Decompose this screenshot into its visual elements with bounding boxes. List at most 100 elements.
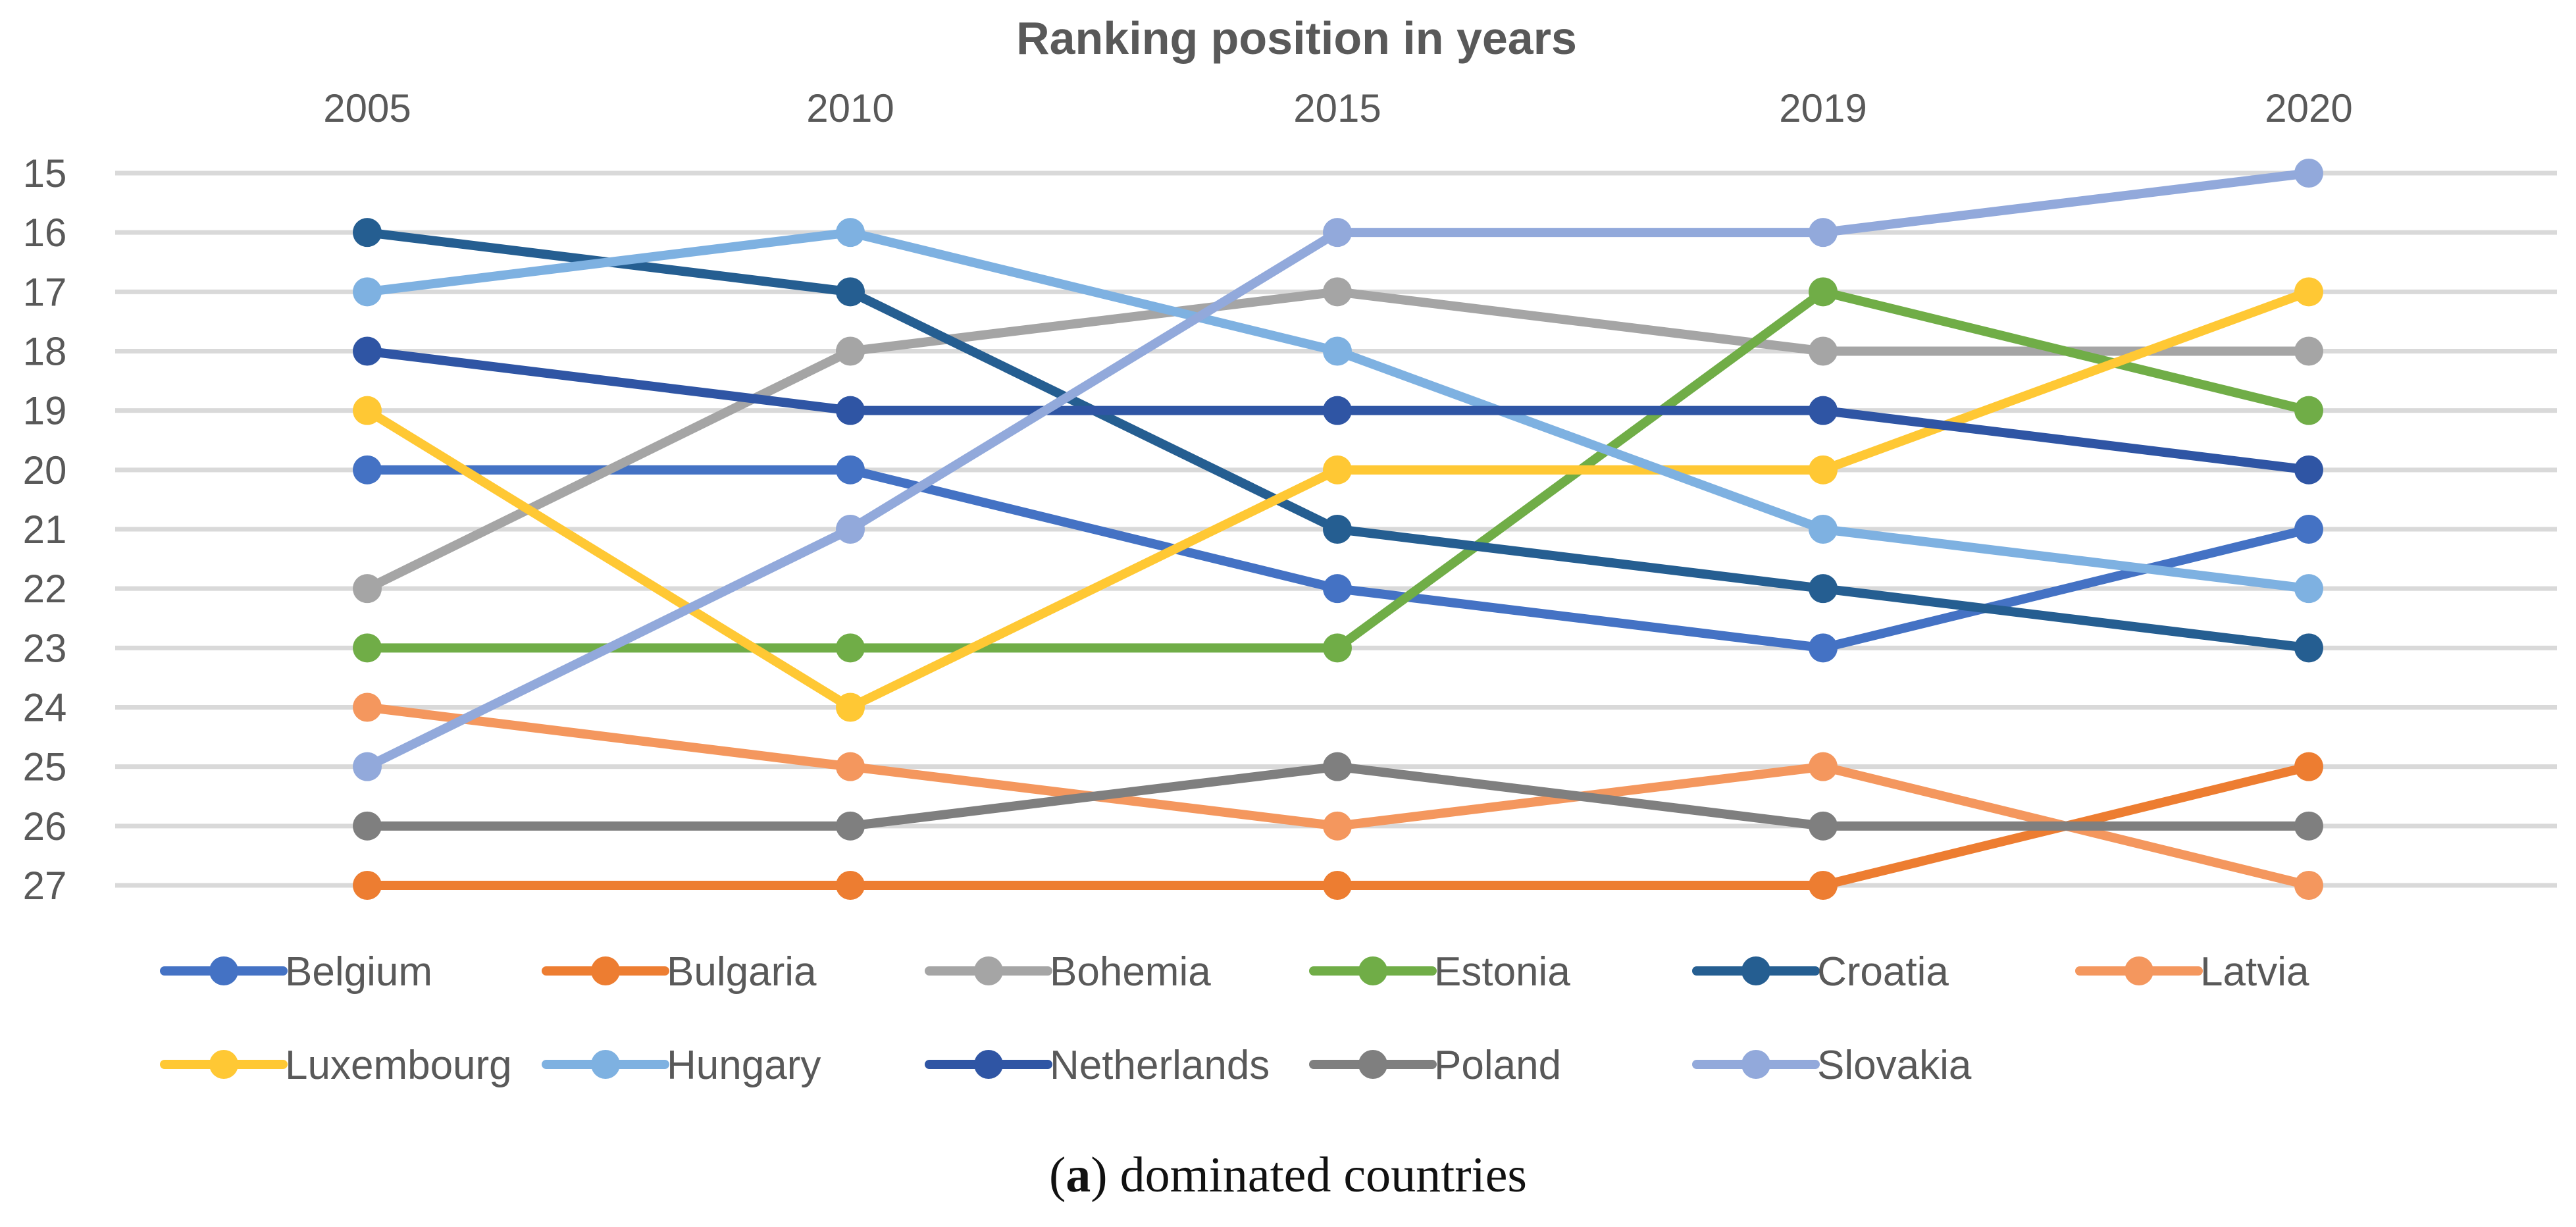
legend-item-bohemia: Bohemia	[925, 949, 1211, 995]
data-point-luxembourg-2010	[836, 692, 865, 722]
data-point-bohemia-2015	[1323, 277, 1352, 307]
data-point-bohemia-2010	[836, 336, 865, 366]
data-point-bohemia-2019	[1809, 336, 1838, 366]
y-tick-label: 15	[23, 151, 67, 196]
legend-item-netherlands: Netherlands	[925, 1043, 1270, 1088]
data-point-latvia-2005	[353, 692, 382, 722]
data-point-croatia-2015	[1323, 515, 1352, 544]
data-point-belgium-2015	[1323, 574, 1352, 604]
legend-swatch-marker	[1741, 1050, 1770, 1079]
y-tick-label: 18	[23, 330, 67, 374]
y-tick-label: 20	[23, 448, 67, 492]
data-point-netherlands-2005	[353, 336, 382, 366]
data-point-estonia-2010	[836, 633, 865, 663]
y-tick-label: 26	[23, 804, 67, 848]
data-point-croatia-2005	[353, 218, 382, 248]
data-point-hungary-2010	[836, 218, 865, 248]
data-point-estonia-2015	[1323, 633, 1352, 663]
y-tick-label: 17	[23, 270, 67, 314]
legend-item-bulgaria: Bulgaria	[542, 949, 817, 995]
caption-open-paren: (	[1049, 1147, 1066, 1203]
legend-swatch-marker	[974, 1050, 1003, 1079]
legend-swatch-marker	[974, 956, 1003, 985]
series-hungary	[353, 218, 2323, 604]
legend-label: Belgium	[285, 949, 432, 995]
legend-item-hungary: Hungary	[542, 1043, 821, 1088]
legend-item-slovakia: Slovakia	[1692, 1043, 1972, 1088]
data-point-luxembourg-2020	[2294, 277, 2323, 307]
series-latvia	[353, 692, 2323, 900]
legend-item-croatia: Croatia	[1692, 949, 1949, 995]
series-slovakia	[353, 159, 2323, 781]
series-croatia	[353, 218, 2323, 663]
series-bulgaria	[353, 752, 2323, 900]
data-point-hungary-2005	[353, 277, 382, 307]
data-point-netherlands-2015	[1323, 396, 1352, 425]
data-point-netherlands-2019	[1809, 396, 1838, 425]
legend-label: Hungary	[667, 1043, 821, 1088]
legend-item-poland: Poland	[1309, 1043, 1561, 1088]
x-tick-label: 2015	[1293, 86, 1381, 130]
figure-caption: (a) dominated countries	[1049, 1147, 1527, 1203]
series-line-latvia	[363, 702, 2313, 890]
data-point-latvia-2020	[2294, 871, 2323, 900]
data-point-poland-2019	[1809, 811, 1838, 841]
data-point-latvia-2015	[1323, 811, 1352, 841]
legend-swatch-marker	[591, 1050, 620, 1079]
legend: Belgium Bulgaria Bohemia Estonia Croatia Latv…	[160, 949, 2309, 1088]
data-point-croatia-2019	[1809, 574, 1838, 604]
data-point-bohemia-2005	[353, 574, 382, 604]
data-point-bulgaria-2005	[353, 871, 382, 900]
data-point-poland-2010	[836, 811, 865, 841]
data-point-estonia-2020	[2294, 396, 2323, 425]
y-tick-label: 21	[23, 508, 67, 552]
legend-label: Bohemia	[1050, 949, 1211, 995]
chart-title: Ranking position in years	[1016, 13, 1577, 64]
caption-label: a	[1066, 1147, 1091, 1203]
data-point-belgium-2020	[2294, 515, 2323, 544]
data-point-bulgaria-2010	[836, 871, 865, 900]
data-point-slovakia-2010	[836, 515, 865, 544]
legend-label: Slovakia	[1817, 1043, 1972, 1088]
data-point-luxembourg-2005	[353, 396, 382, 425]
legend-label: Bulgaria	[667, 949, 817, 995]
data-point-estonia-2005	[353, 633, 382, 663]
legend-label: Poland	[1434, 1043, 1561, 1088]
y-tick-label: 25	[23, 745, 67, 789]
data-point-croatia-2010	[836, 277, 865, 307]
legend-label: Croatia	[1817, 949, 1949, 995]
y-tick-label: 19	[23, 389, 67, 433]
legend-label: Netherlands	[1050, 1043, 1270, 1088]
data-point-luxembourg-2015	[1323, 455, 1352, 484]
data-point-poland-2020	[2294, 811, 2323, 841]
x-tick-label: 2020	[2265, 86, 2352, 130]
caption-rest: ) dominated countries	[1091, 1147, 1527, 1203]
y-tick-label: 16	[23, 211, 67, 255]
data-point-netherlands-2010	[836, 396, 865, 425]
legend-swatch-marker	[591, 956, 620, 985]
series-netherlands	[353, 336, 2323, 484]
data-point-luxembourg-2019	[1809, 455, 1838, 484]
x-axis-ticks: 2005 2010 2015 2019 2020	[323, 86, 2352, 130]
series-estonia	[353, 277, 2323, 663]
series-group	[353, 159, 2323, 900]
legend-swatch-marker	[2125, 956, 2153, 985]
legend-label: Estonia	[1434, 949, 1570, 995]
series-poland	[353, 752, 2323, 841]
data-point-bulgaria-2020	[2294, 752, 2323, 781]
data-point-slovakia-2019	[1809, 218, 1838, 248]
x-tick-label: 2005	[323, 86, 411, 130]
data-point-hungary-2015	[1323, 336, 1352, 366]
data-point-latvia-2019	[1809, 752, 1838, 781]
legend-swatch-marker	[1358, 1050, 1387, 1079]
data-point-belgium-2019	[1809, 633, 1838, 663]
y-tick-label: 22	[23, 567, 67, 611]
y-axis-ticks: 15 16 17 18 19 20 21 22 23 24 25 26 27	[23, 151, 67, 908]
data-point-slovakia-2015	[1323, 218, 1352, 248]
legend-swatch-marker	[1358, 956, 1387, 985]
x-tick-label: 2019	[1779, 86, 1867, 130]
legend-swatch-marker	[209, 1050, 238, 1079]
y-tick-label: 23	[23, 626, 67, 670]
legend-item-luxembourg: Luxembourg	[160, 1043, 512, 1088]
data-point-slovakia-2020	[2294, 159, 2323, 188]
